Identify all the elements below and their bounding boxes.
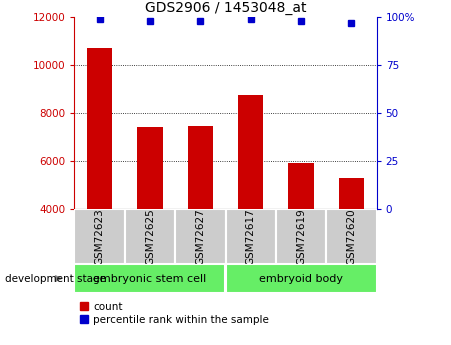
Text: GSM72619: GSM72619 (296, 208, 306, 265)
Text: GSM72623: GSM72623 (95, 208, 105, 265)
Text: embryoid body: embryoid body (259, 274, 343, 284)
Bar (226, 209, 276, 264)
Bar (289, 163, 313, 209)
Text: GSM72625: GSM72625 (145, 208, 155, 265)
Text: GSM72627: GSM72627 (195, 208, 205, 265)
Bar (87, 48, 112, 209)
Text: development stage: development stage (5, 274, 106, 284)
Bar (74, 264, 226, 293)
Title: GDS2906 / 1453048_at: GDS2906 / 1453048_at (145, 1, 306, 15)
Bar (138, 127, 162, 209)
Bar (326, 209, 377, 264)
Text: GSM72617: GSM72617 (246, 208, 256, 265)
Bar (238, 95, 263, 209)
Bar (339, 178, 364, 209)
Text: embryonic stem cell: embryonic stem cell (93, 274, 207, 284)
Bar (125, 209, 175, 264)
Bar (226, 264, 377, 293)
Bar (188, 126, 213, 209)
Bar (175, 209, 226, 264)
Legend: count, percentile rank within the sample: count, percentile rank within the sample (80, 302, 269, 325)
Text: GSM72620: GSM72620 (346, 208, 356, 265)
Bar (276, 209, 326, 264)
Bar (74, 209, 125, 264)
